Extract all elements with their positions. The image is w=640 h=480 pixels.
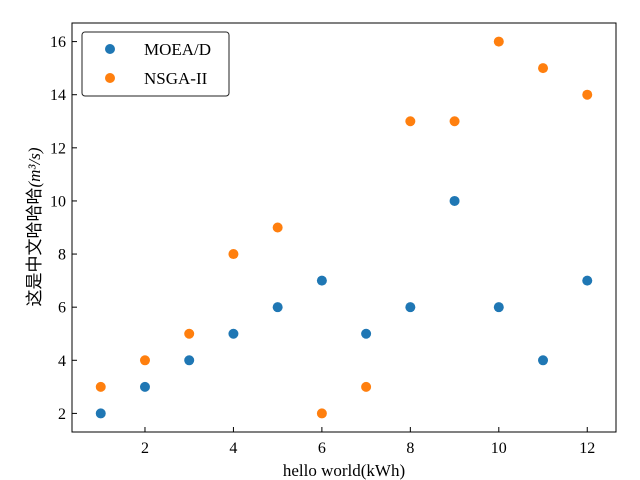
ticks-layer: 2 4 6 8 10 12 2 4 6 8 10 12 14 16 <box>50 34 595 457</box>
legend: MOEA/D NSGA-II <box>81 31 230 97</box>
data-point-series-0 <box>361 328 372 339</box>
x-tick-label: 6 <box>318 440 326 457</box>
x-tick-label: 2 <box>141 440 149 457</box>
legend-marker-moead <box>105 44 115 54</box>
y-tick-label: 12 <box>50 140 66 157</box>
data-point-series-0 <box>316 275 327 286</box>
data-point-series-0 <box>493 302 504 313</box>
data-point-series-1 <box>139 355 150 366</box>
points-layer <box>95 36 593 419</box>
data-point-series-1 <box>184 328 195 339</box>
legend-marker-nsga <box>105 73 115 83</box>
y-tick-label: 14 <box>50 87 66 104</box>
x-axis-title: hello world(kWh) <box>283 461 405 480</box>
data-point-series-1 <box>316 408 327 419</box>
x-tick-label: 10 <box>491 440 507 457</box>
data-point-series-1 <box>493 36 504 47</box>
data-point-series-1 <box>228 249 239 260</box>
x-tick-label: 8 <box>406 440 414 457</box>
data-point-series-1 <box>272 222 283 233</box>
plot-area-frame <box>71 22 617 433</box>
y-axis-title: 这是中文哈哈哈(m³/s) <box>25 147 44 306</box>
data-point-series-1 <box>405 116 416 127</box>
x-tick-label: 12 <box>579 440 595 457</box>
data-point-series-1 <box>538 63 549 74</box>
y-tick-label: 16 <box>50 34 66 51</box>
data-point-series-0 <box>582 275 593 286</box>
x-tick-label: 4 <box>229 440 237 457</box>
y-axis-title-group: 这是中文哈哈哈(m³/s) <box>25 147 44 306</box>
data-point-series-1 <box>582 89 593 100</box>
data-point-series-0 <box>449 195 460 206</box>
data-point-series-1 <box>95 381 106 392</box>
data-point-series-0 <box>184 355 195 366</box>
legend-label-nsga: NSGA-II <box>144 69 208 88</box>
data-point-series-0 <box>272 302 283 313</box>
y-tick-label: 10 <box>50 193 66 210</box>
y-tick-label: 8 <box>58 247 66 264</box>
data-point-series-1 <box>449 116 460 127</box>
data-point-series-0 <box>538 355 549 366</box>
data-point-series-0 <box>95 408 106 419</box>
y-tick-label: 4 <box>58 353 66 370</box>
y-tick-label: 6 <box>58 300 66 317</box>
data-point-series-0 <box>405 302 416 313</box>
legend-label-moead: MOEA/D <box>144 40 211 59</box>
y-tick-label: 2 <box>58 406 66 423</box>
data-point-series-1 <box>361 381 372 392</box>
y-axis-title-text: 这是中文哈哈哈 <box>25 188 44 307</box>
legend-box <box>81 31 230 97</box>
data-point-series-0 <box>139 381 150 392</box>
y-axis-title-unit: (m³/s) <box>25 147 44 187</box>
data-point-series-0 <box>228 328 239 339</box>
